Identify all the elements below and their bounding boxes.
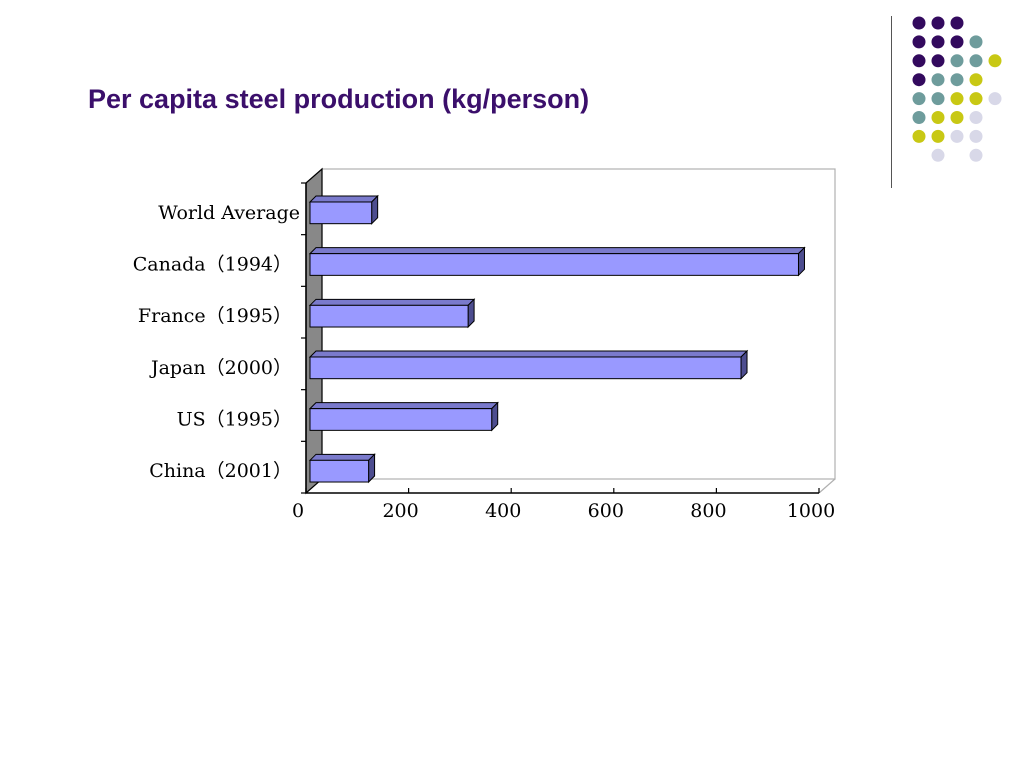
x-axis-tick-labels: 0 200 400 600 800 1000 — [292, 500, 835, 522]
decorative-dot — [912, 16, 926, 30]
bar — [308, 453, 376, 484]
bar-chart: World Average Canada（1994） France（1995） Jap… — [133, 167, 836, 522]
decorative-dot — [950, 73, 964, 87]
decorative-dot — [969, 73, 983, 87]
x-tick-label: 400 — [485, 500, 521, 522]
floor-edge — [818, 478, 836, 494]
decorative-dot-grid — [912, 16, 1002, 162]
bar-top-face — [308, 350, 749, 358]
decorative-dot — [931, 16, 945, 30]
decorative-dot — [969, 111, 983, 124]
bar-top-face — [308, 402, 499, 410]
decorative-dot — [969, 129, 983, 143]
decorative-dot — [950, 54, 964, 68]
slide-title: Per capita steel production (kg/person) — [88, 84, 590, 114]
decorative-dot — [969, 35, 983, 49]
x-tick-label: 600 — [588, 500, 624, 522]
decorative-dot — [969, 148, 983, 162]
bar-front-face — [309, 408, 493, 431]
bar-front-face — [309, 304, 469, 328]
decorative-dot — [950, 35, 964, 49]
decorative-dot — [969, 54, 983, 68]
bar — [308, 246, 806, 277]
x-tick-label: 800 — [690, 500, 726, 522]
bar-front-face — [309, 459, 370, 483]
bar-top-face — [308, 247, 806, 255]
decorative-dot — [950, 129, 964, 143]
bar-front-face — [309, 356, 742, 380]
bar-front-face — [309, 201, 373, 225]
decorative-dot — [950, 111, 964, 124]
decorative-dot — [931, 148, 945, 162]
decorative-dot — [931, 92, 945, 106]
bar-top-face — [308, 453, 376, 461]
bar — [308, 401, 499, 432]
decorative-dot — [988, 54, 1002, 68]
decorative-dot — [912, 35, 926, 49]
decorative-dot — [931, 111, 945, 124]
bar-top-face — [308, 298, 476, 306]
x-tick-label: 1000 — [787, 500, 835, 522]
bar — [308, 349, 749, 380]
category-label: France（1995） — [138, 305, 292, 327]
decorative-dot — [931, 54, 945, 68]
decorative-dot — [931, 129, 945, 143]
decorative-dot — [931, 35, 945, 49]
category-label: World Average — [158, 202, 300, 224]
category-label: Japan（2000） — [149, 357, 292, 379]
x-tick-label: 0 — [292, 500, 304, 522]
bar — [308, 194, 379, 225]
chart-bars — [308, 194, 806, 484]
category-label: US（1995） — [177, 409, 292, 431]
decorative-dot — [912, 54, 926, 68]
bar-front-face — [309, 253, 799, 276]
decorative-divider-line — [891, 16, 892, 188]
decorative-dot — [912, 73, 926, 87]
decorative-dot — [950, 92, 964, 106]
decorative-dot — [950, 16, 964, 30]
decorative-dot — [969, 92, 983, 106]
category-labels: World Average Canada（1994） France（1995） Jap… — [133, 202, 300, 482]
decorative-dot — [988, 92, 1002, 106]
x-tick-label: 200 — [382, 500, 418, 522]
category-label: Canada（1994） — [133, 254, 292, 276]
chart-frame — [301, 167, 836, 495]
decorative-dot — [912, 111, 926, 124]
decorative-dot — [912, 92, 926, 106]
decorative-dot — [931, 73, 945, 87]
decorative-dot — [912, 129, 926, 143]
bar — [308, 298, 476, 329]
category-label: China（2001） — [149, 460, 292, 482]
bar-top-face — [308, 195, 379, 203]
